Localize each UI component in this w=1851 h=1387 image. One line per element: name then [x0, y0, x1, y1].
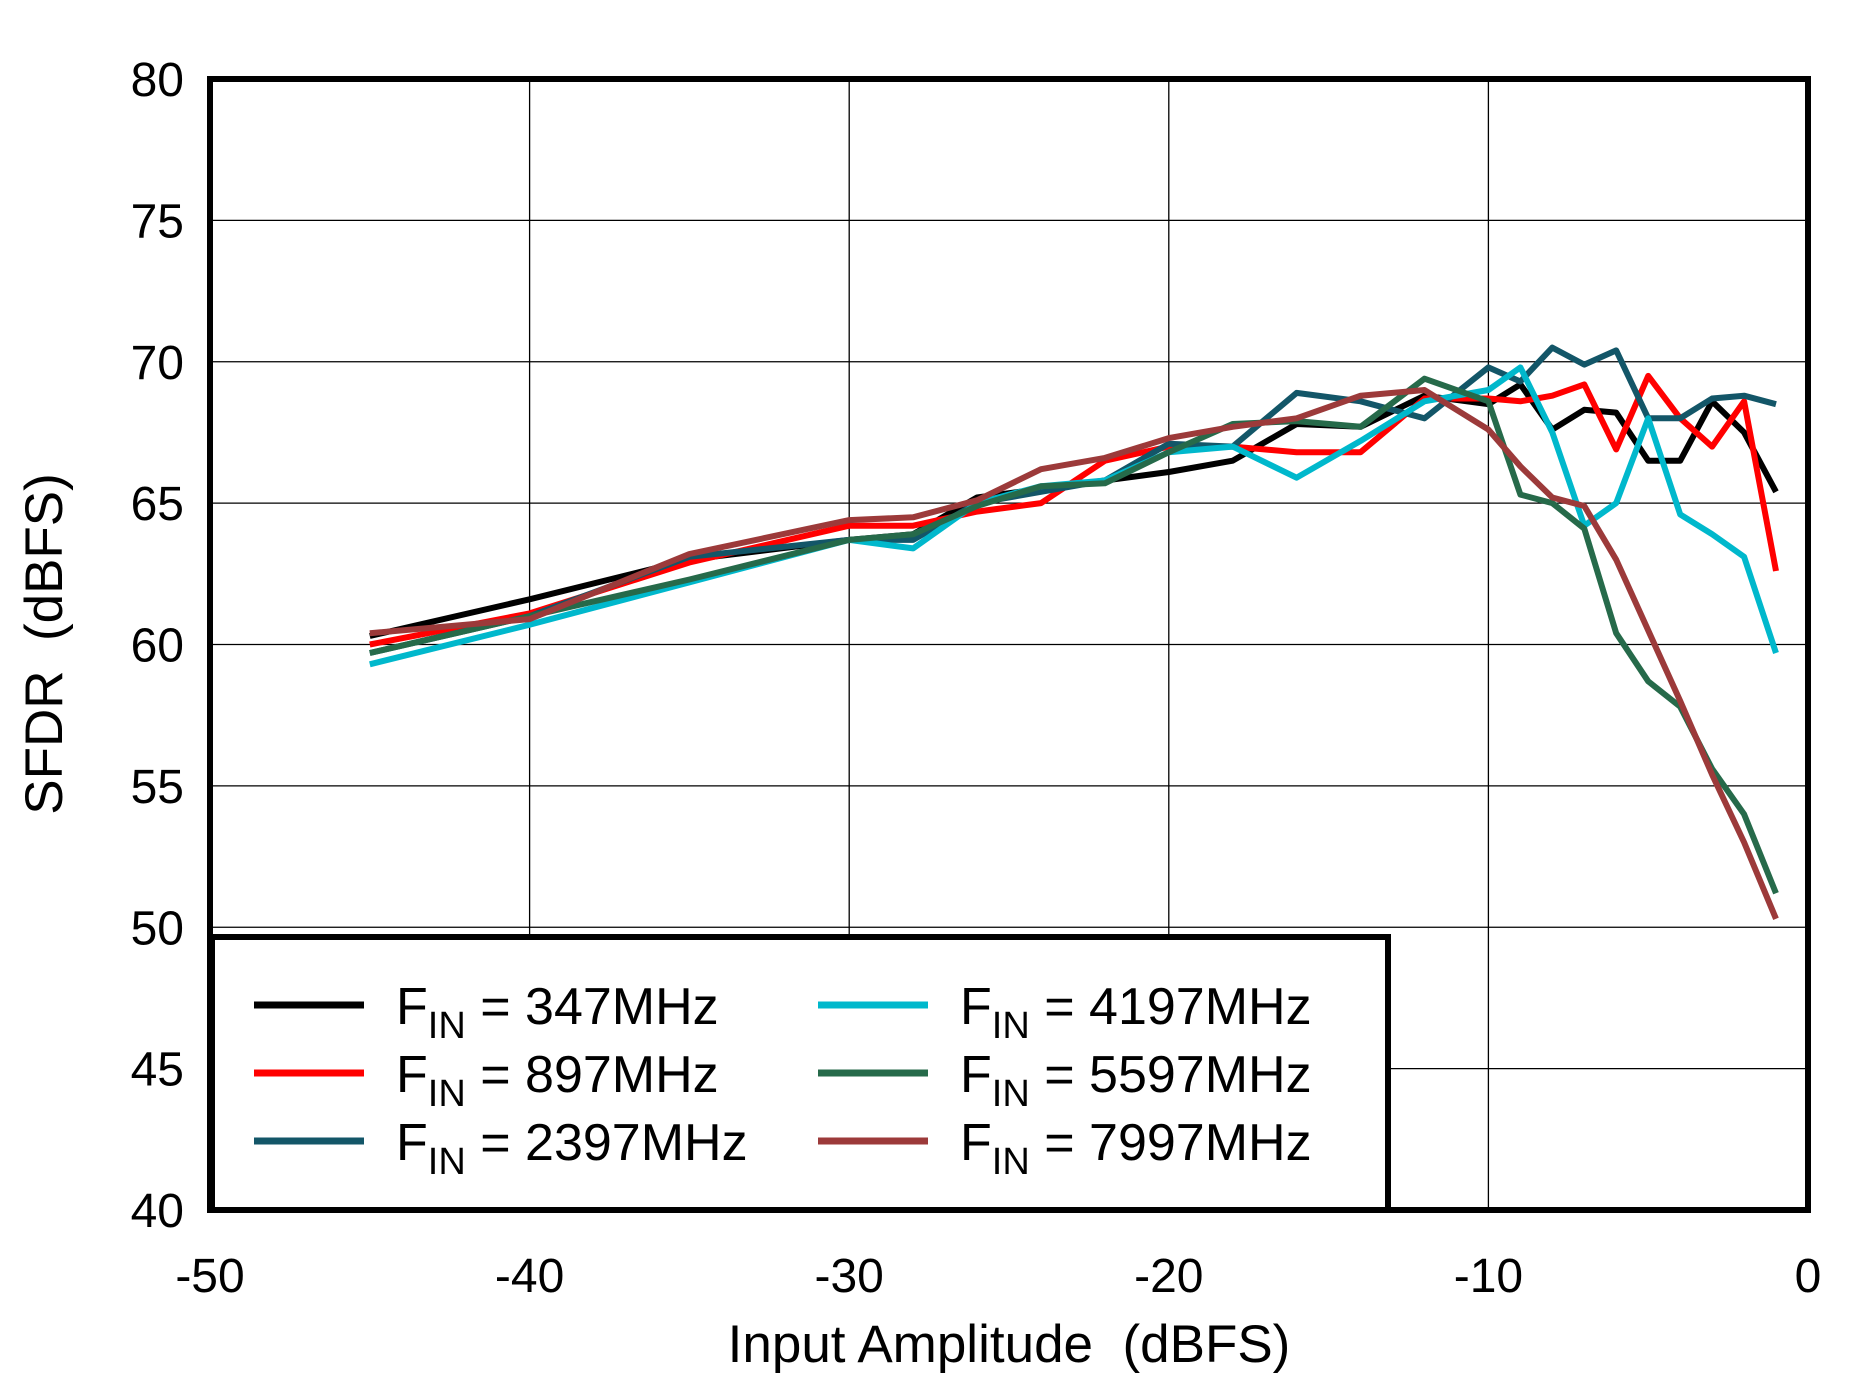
- y-tick-label: 75: [131, 195, 184, 248]
- y-tick-label: 70: [131, 337, 184, 390]
- x-tick-label: -50: [175, 1250, 244, 1303]
- y-tick-label: 50: [131, 902, 184, 955]
- x-tick-label: 0: [1795, 1250, 1822, 1303]
- x-axis-label: Input Amplitude (dBFS): [728, 1315, 1291, 1374]
- y-tick-label: 45: [131, 1044, 184, 1097]
- x-tick-label: -20: [1134, 1250, 1203, 1303]
- x-tick-label: -40: [495, 1250, 564, 1303]
- y-tick-label: 55: [131, 761, 184, 814]
- y-tick-label: 40: [131, 1185, 184, 1238]
- x-tick-label: -30: [815, 1250, 884, 1303]
- y-tick-label: 60: [131, 620, 184, 673]
- x-tick-label: -10: [1454, 1250, 1523, 1303]
- y-tick-label: 65: [131, 478, 184, 531]
- series-line-4: [370, 379, 1776, 894]
- y-tick-label: 80: [131, 54, 184, 107]
- series-lines: [370, 348, 1776, 919]
- y-axis-label: SFDR (dBFS): [15, 473, 74, 815]
